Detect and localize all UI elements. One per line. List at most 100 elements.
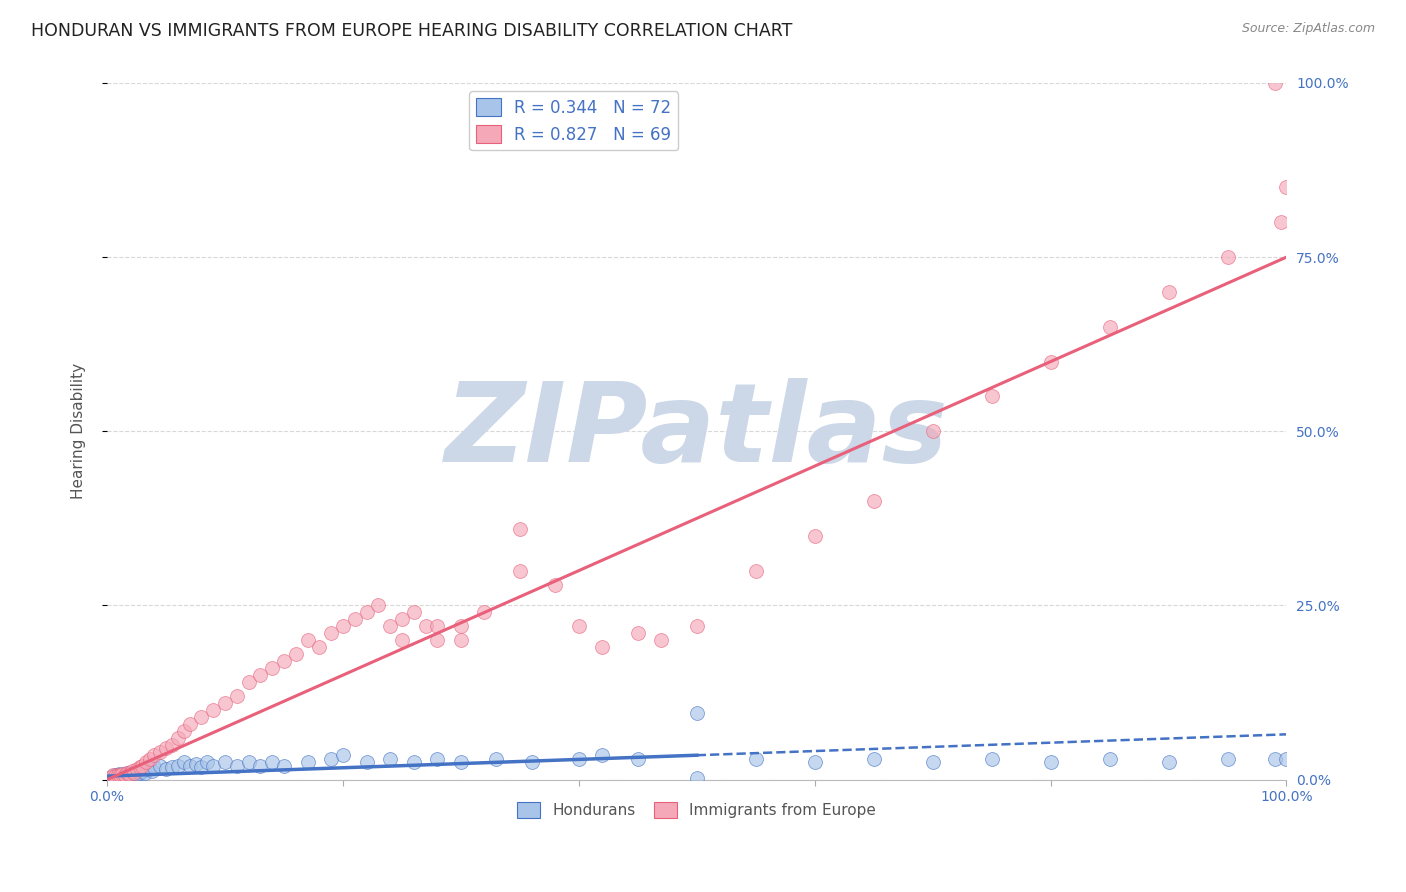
Point [391,633,413,648]
Point [107,769,129,783]
Point [166,758,188,772]
Point [149,745,172,759]
Point [131,764,153,779]
Point [650,633,672,648]
Point [591,640,613,655]
Point [138,762,160,776]
Point [143,748,166,763]
Point [356,606,378,620]
Legend: Hondurans, Immigrants from Europe: Hondurans, Immigrants from Europe [512,796,882,824]
Point [214,755,236,769]
Point [108,767,131,781]
Point [195,755,218,769]
Point [426,619,449,633]
Point [110,768,132,782]
Point [135,755,157,769]
Point [378,752,401,766]
Point [1264,76,1286,90]
Point [308,640,330,655]
Point [1039,354,1062,368]
Point [332,748,354,763]
Point [249,758,271,772]
Point [415,619,437,633]
Point [202,703,225,717]
Point [121,764,143,779]
Point [803,529,825,543]
Point [391,612,413,626]
Point [118,767,141,781]
Point [568,619,591,633]
Point [980,752,1002,766]
Point [173,723,195,738]
Point [122,767,145,781]
Point [115,766,138,780]
Point [129,766,152,780]
Point [273,758,295,772]
Point [367,599,389,613]
Point [321,626,343,640]
Point [1270,215,1292,229]
Point [108,768,131,782]
Point [184,757,207,772]
Point [122,768,145,782]
Text: Source: ZipAtlas.com: Source: ZipAtlas.com [1241,22,1375,36]
Point [686,619,709,633]
Point [862,752,884,766]
Point [1157,755,1180,769]
Point [120,769,142,783]
Point [179,717,201,731]
Point [402,755,425,769]
Point [262,755,284,769]
Point [332,619,354,633]
Point [104,769,127,783]
Point [141,764,163,779]
Point [426,752,449,766]
Point [921,755,943,769]
Point [214,696,236,710]
Point [155,741,177,756]
Point [125,765,148,780]
Point [125,762,148,776]
Point [1275,752,1298,766]
Point [179,758,201,772]
Point [297,633,319,648]
Point [202,758,225,772]
Point [1098,752,1121,766]
Point [686,706,709,721]
Point [249,668,271,682]
Point [426,633,449,648]
Point [100,770,122,784]
Point [450,755,472,769]
Point [238,675,260,690]
Point [1275,180,1298,194]
Point [107,768,129,782]
Point [544,577,567,591]
Point [143,760,166,774]
Point [149,758,172,772]
Point [112,767,135,781]
Point [921,424,943,438]
Point [101,768,124,782]
Point [117,768,139,782]
Point [1039,755,1062,769]
Point [1264,752,1286,766]
Point [111,769,134,783]
Point [101,770,124,784]
Point [160,738,183,752]
Point [485,752,508,766]
Point [520,755,543,769]
Point [108,768,131,782]
Point [1098,319,1121,334]
Point [114,768,136,782]
Point [103,771,125,785]
Point [474,606,496,620]
Point [155,762,177,776]
Point [862,494,884,508]
Point [321,752,343,766]
Point [127,767,149,781]
Point [115,768,138,782]
Point [356,755,378,769]
Point [284,647,307,661]
Point [297,755,319,769]
Point [114,768,136,782]
